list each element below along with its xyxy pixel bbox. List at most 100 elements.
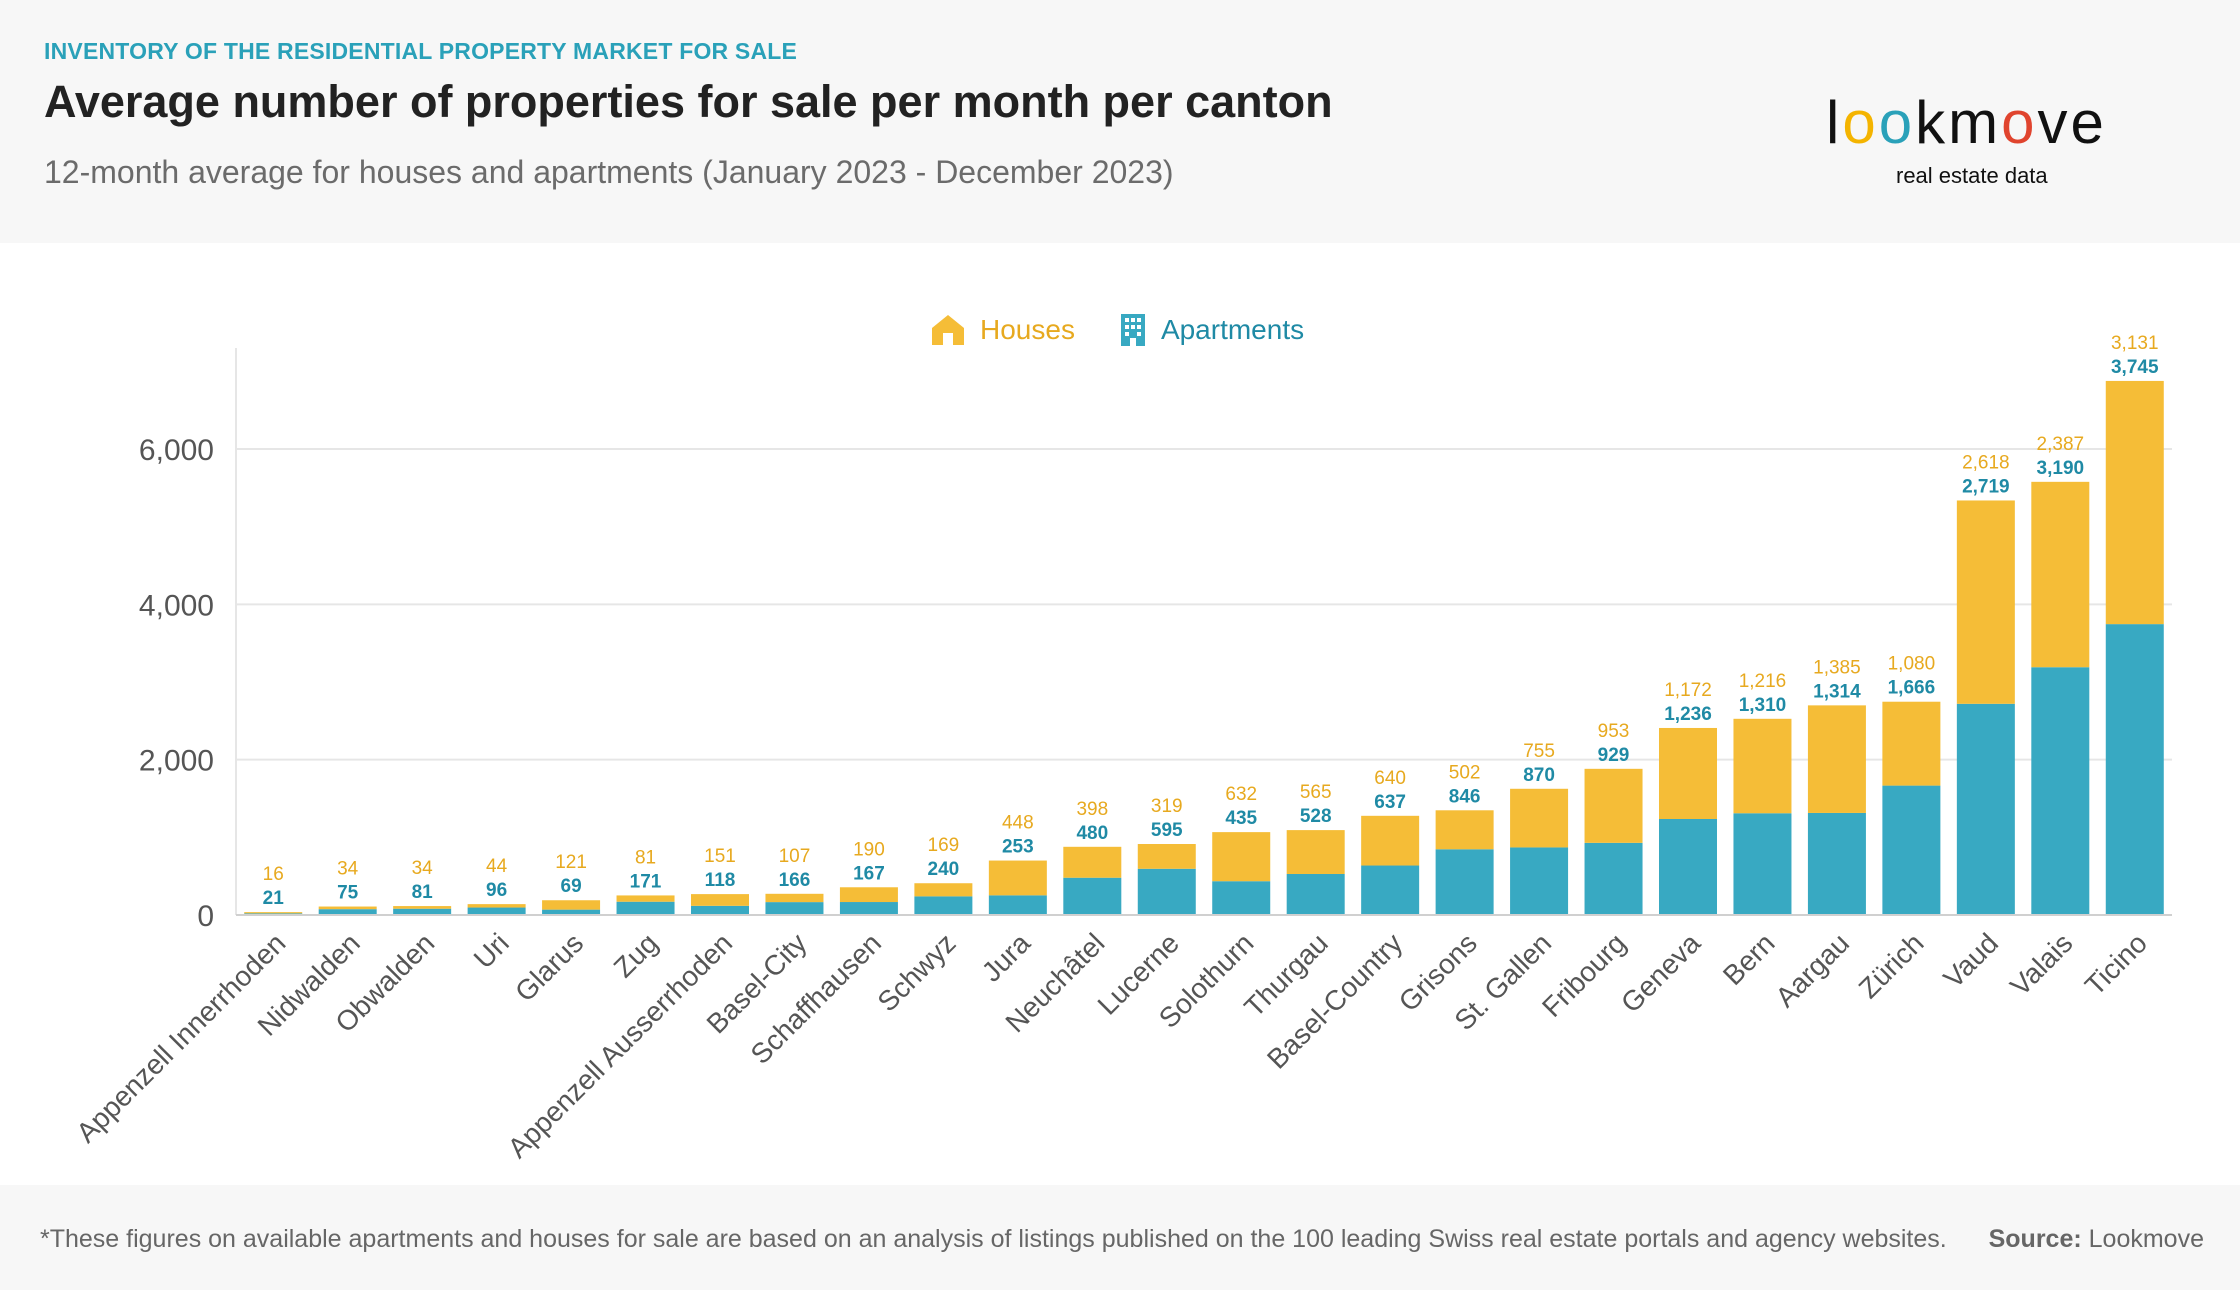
bar-apartments <box>318 909 377 915</box>
x-tick-label: Fribourg <box>1536 927 1632 1023</box>
logo-letter: e <box>2070 89 2107 156</box>
bar-apartments <box>691 905 749 915</box>
footnote: *These figures on available apartments a… <box>40 1225 1947 1253</box>
bar-houses <box>1063 846 1122 878</box>
bar-houses <box>393 906 452 909</box>
data-label-houses: 398 <box>1076 799 1108 820</box>
data-label-apartments: 870 <box>1523 765 1555 786</box>
bar-apartments <box>1733 813 1792 915</box>
source-value: Lookmove <box>2081 1225 2204 1253</box>
data-label-apartments: 69 <box>561 876 582 897</box>
bar-apartments <box>914 896 973 915</box>
data-label-apartments: 2,719 <box>1962 476 2010 497</box>
legend-item-houses[interactable]: Houses <box>930 313 1075 347</box>
data-label-apartments: 595 <box>1151 820 1183 841</box>
bar-apartments <box>467 907 526 915</box>
data-label-houses: 190 <box>853 839 885 860</box>
bar-houses <box>1807 705 1866 813</box>
data-label-apartments: 846 <box>1449 786 1481 807</box>
bar-apartments <box>2031 667 2090 915</box>
x-tick-label: Schaffhausen <box>745 927 888 1070</box>
data-label-apartments: 1,314 <box>1813 681 1861 702</box>
chart-subtitle: 12-month average for houses and apartmen… <box>44 154 1174 190</box>
bar-houses <box>1212 832 1271 882</box>
data-label-houses: 151 <box>704 846 736 867</box>
data-label-apartments: 253 <box>1002 837 1034 858</box>
data-label-houses: 1,385 <box>1813 657 1861 678</box>
bar-apartments <box>2105 624 2164 915</box>
bar-apartments <box>1361 865 1420 915</box>
y-tick-label: 0 <box>197 900 214 933</box>
x-tick-label: Valais <box>2004 927 2078 1001</box>
x-tick-label: Geneva <box>1615 927 1707 1019</box>
bar-houses <box>2105 380 2164 625</box>
bar-houses <box>467 904 526 908</box>
chart-legend: Houses Apartments <box>930 310 1304 350</box>
bar-houses <box>318 906 377 910</box>
data-label-apartments: 166 <box>779 870 811 891</box>
bar-apartments <box>1584 842 1643 915</box>
bar-apartments <box>393 908 452 915</box>
grid-lines <box>236 447 2172 916</box>
bar-apartments <box>765 902 824 915</box>
data-label-houses: 502 <box>1449 762 1481 783</box>
data-label-apartments: 528 <box>1300 806 1332 827</box>
y-tick-label: 4,000 <box>139 589 214 622</box>
x-tick-label: Uri <box>468 927 515 974</box>
bar-houses <box>244 912 303 914</box>
data-label-houses: 107 <box>779 846 811 867</box>
legend-label-houses: Houses <box>980 314 1075 345</box>
legend-item-apartments[interactable]: Apartments <box>1119 313 1304 347</box>
x-tick-label: Vaud <box>1937 927 2004 994</box>
data-label-houses: 1,172 <box>1664 680 1712 701</box>
data-label-houses: 953 <box>1598 721 1630 742</box>
data-label-apartments: 480 <box>1076 823 1108 844</box>
x-tick-label: Bern <box>1717 927 1781 991</box>
bar-houses <box>542 900 601 910</box>
data-label-houses: 2,387 <box>2037 434 2085 455</box>
bar-apartments <box>1212 881 1271 915</box>
bar-houses <box>691 894 749 906</box>
source-credit: Source: Lookmove <box>1989 1225 2204 1254</box>
data-label-apartments: 929 <box>1598 745 1630 766</box>
data-label-houses: 640 <box>1374 768 1406 789</box>
data-label-apartments: 1,236 <box>1664 704 1712 725</box>
data-label-apartments: 1,310 <box>1739 695 1787 716</box>
bar-houses <box>839 887 898 903</box>
bar-apartments <box>542 909 601 915</box>
logo-wordmark: lookmove <box>1826 88 2107 157</box>
bar-houses <box>1733 718 1792 814</box>
logo-letter: o <box>1842 89 1879 156</box>
header-band: INVENTORY OF THE RESIDENTIAL PROPERTY MA… <box>0 0 2240 243</box>
source-label: Source: <box>1988 1225 2082 1253</box>
x-tick-label: Basel-Country <box>1261 927 1408 1074</box>
stacked-bar-chart: 16 21 34 75 34 81 44 96 121 69 81 171 151 118 107 166 19… <box>70 333 2172 1164</box>
bar-apartments <box>1659 818 1717 915</box>
data-label-apartments: 81 <box>412 882 434 903</box>
logo-letter: l <box>1826 89 1843 156</box>
x-tick-label: Zug <box>608 927 664 983</box>
bar-houses <box>1361 815 1420 866</box>
data-label-houses: 44 <box>486 856 508 877</box>
x-tick-label: Schwyz <box>871 927 961 1017</box>
footer-band: *These figures on available apartments a… <box>0 1185 2240 1290</box>
x-tick-label: Ticino <box>2079 927 2153 1001</box>
logo-letter: o <box>1878 89 1916 156</box>
bar-houses <box>1882 701 1941 786</box>
bar-apartments <box>1956 703 2015 915</box>
data-label-apartments: 637 <box>1374 792 1406 813</box>
data-label-houses: 2,618 <box>1962 452 2010 473</box>
data-label-houses: 121 <box>555 852 587 873</box>
building-icon <box>1120 314 1145 346</box>
data-label-houses: 34 <box>337 859 359 880</box>
data-label-houses: 632 <box>1225 784 1257 805</box>
legend-label-apartments: Apartments <box>1160 314 1305 345</box>
bar-apartments <box>1882 785 1941 915</box>
bar-houses <box>914 883 973 897</box>
data-label-houses: 1,216 <box>1739 671 1787 692</box>
x-tick-label: Glarus <box>509 927 589 1007</box>
bar-houses <box>765 893 824 903</box>
x-tick-label: Jura <box>976 927 1037 988</box>
data-label-houses: 16 <box>263 864 284 885</box>
